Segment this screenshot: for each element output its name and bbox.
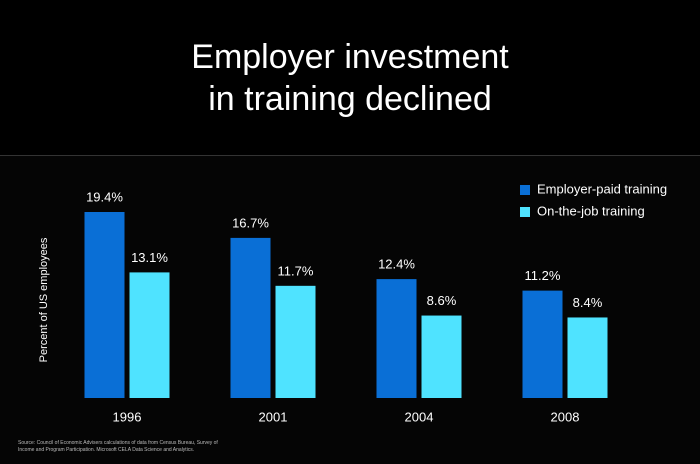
data-label: 8.6%	[427, 293, 457, 308]
bar	[567, 317, 608, 398]
bar	[84, 212, 125, 398]
data-label: 11.7%	[278, 263, 314, 278]
legend-label: Employer-paid training	[537, 181, 667, 196]
data-label: 19.4%	[86, 189, 123, 204]
data-label: 16.7%	[232, 215, 269, 230]
legend-swatch	[520, 207, 530, 217]
source-note: Source: Council of Economic Advisers cal…	[18, 440, 218, 453]
x-tick-label: 1996	[113, 409, 142, 424]
chart-title: Employer investment in training declined	[191, 37, 509, 118]
data-label: 8.4%	[573, 295, 603, 310]
data-label: 11.2%	[525, 268, 561, 283]
title-band: Employer investment in training declined	[0, 0, 700, 156]
x-tick-label: 2001	[259, 409, 288, 424]
bar	[421, 315, 462, 398]
x-tick-label: 2008	[551, 409, 580, 424]
bar	[129, 272, 170, 398]
bar	[522, 290, 563, 398]
x-tick-label: 2004	[405, 409, 434, 424]
bar	[275, 285, 316, 398]
bar	[376, 279, 417, 398]
y-axis-label: Percent of US employees	[38, 237, 50, 362]
bar	[230, 237, 271, 398]
data-label: 12.4%	[378, 257, 415, 272]
legend-swatch	[520, 185, 530, 195]
legend-label: On-the-job training	[537, 203, 645, 218]
data-label: 13.1%	[131, 250, 168, 265]
